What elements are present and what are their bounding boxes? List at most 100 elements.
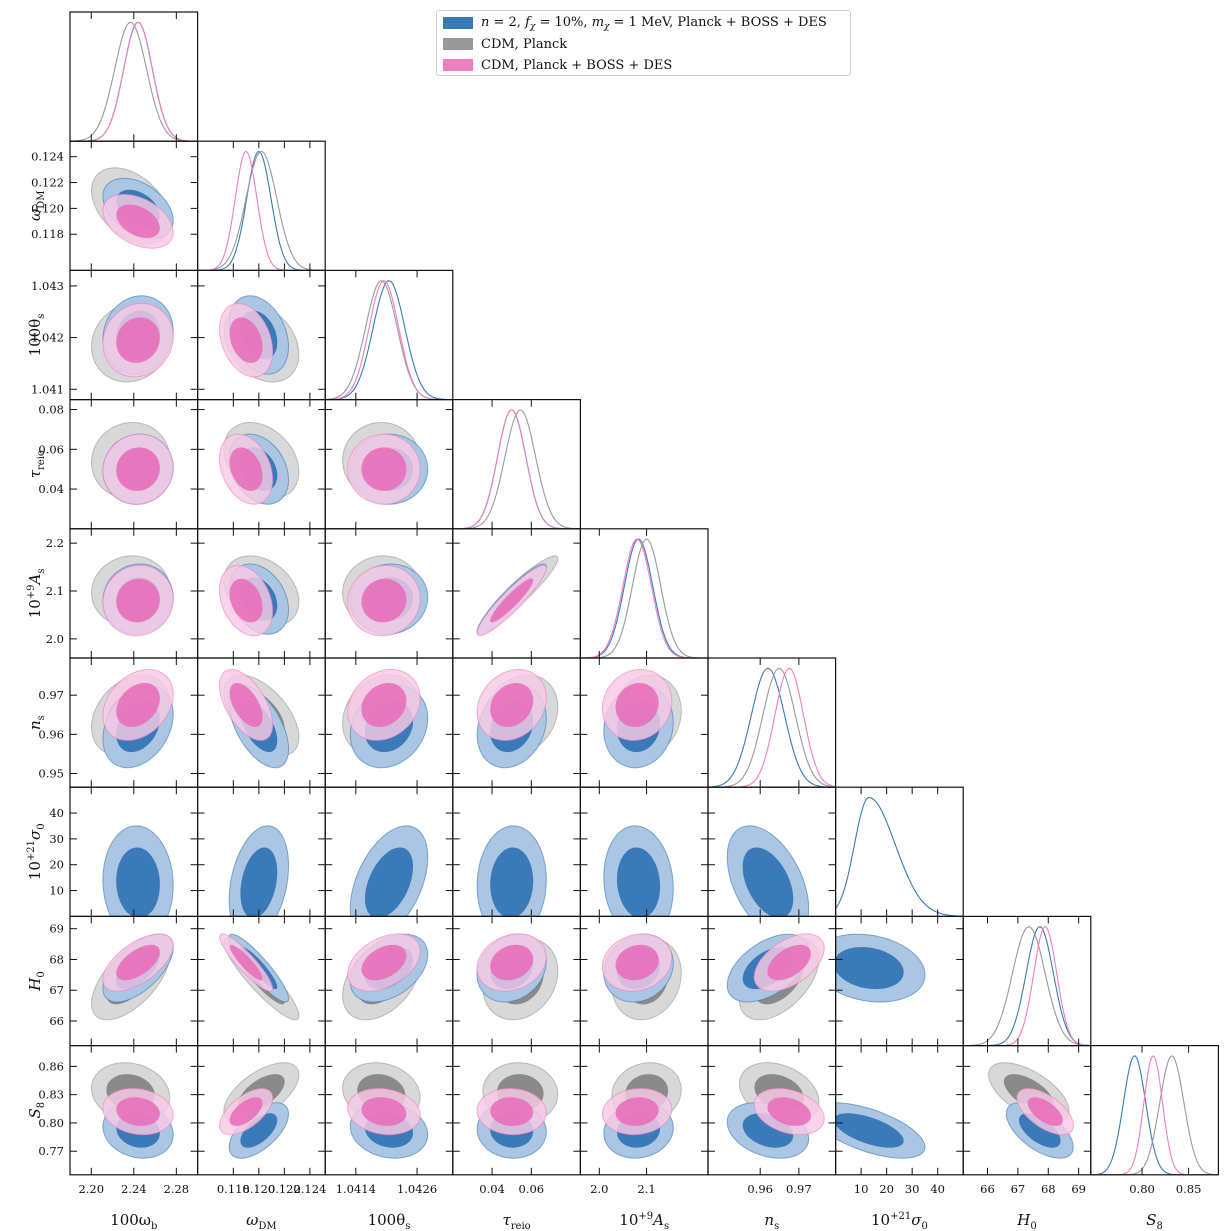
marginal-curve-1 [452, 409, 581, 530]
contour-layer [70, 21, 1219, 1176]
y-tick-label: 68 [49, 952, 64, 966]
legend-swatch-cdm-planck-boss-des [443, 59, 473, 71]
x-axis-label-H0: H0 [1016, 1211, 1036, 1231]
legend-label-cdm-planck: CDM, Planck [481, 36, 568, 52]
x-tick-label: 69 [1071, 1182, 1086, 1196]
marginal-tau_reio [452, 409, 581, 530]
marginal-n_s [708, 667, 836, 788]
y-tick-label: 0.83 [38, 1088, 64, 1102]
contour-cell-S8-vs-omega_b [90, 1062, 174, 1159]
contour-68-2 [229, 447, 263, 491]
y-tick-label: 20 [49, 858, 64, 872]
contour-68-0 [240, 847, 278, 917]
marginal-curve-2 [325, 280, 453, 401]
y-axis-label-S8: S8 [26, 1102, 47, 1119]
contour-68-2 [615, 944, 659, 981]
legend-label-sidm: n = 2, fχ = 10%, mχ = 1 MeV, Planck + BO… [481, 14, 827, 32]
contour-cell-n_s-vs-omega_dm [218, 669, 300, 769]
y-tick-label: 0.77 [38, 1144, 64, 1158]
contour-68-0 [240, 1113, 278, 1148]
marginal-A_s [580, 538, 708, 659]
x-tick-label: 68 [1041, 1182, 1056, 1196]
contour-68-2 [229, 317, 263, 363]
contour-cell-sigma_0-vs-theta_s [349, 825, 429, 917]
y-tick-label: 0.120 [31, 201, 64, 215]
contour-cell-n_s-vs-theta_s [342, 669, 429, 769]
x-tick-label: 40 [930, 1182, 945, 1196]
labels-layer: 2.20 2.24 2.28100ωb0.1180.1200.1220.124ωDM… [26, 150, 1201, 1231]
contour-68-2 [361, 1097, 407, 1126]
y-tick-label: 0.124 [31, 150, 64, 164]
x-tick-label: 10 [854, 1182, 869, 1196]
contour-68-2 [229, 944, 263, 981]
y-tick-label: 1.043 [31, 279, 64, 293]
x-tick-label: 66 [980, 1182, 995, 1196]
marginal-curve-2 [1090, 1055, 1219, 1176]
contour-68-2 [361, 578, 407, 623]
contour-68-0 [835, 947, 904, 990]
contour-68-0 [116, 847, 160, 917]
y-tick-label: 0.86 [38, 1059, 64, 1073]
y-tick-label: 0.96 [38, 727, 64, 741]
contour-cell-S8-vs-theta_s [342, 1062, 429, 1159]
contour-cell-S8-vs-sigma_0 [835, 1102, 926, 1159]
y-axis-label-A_s: 10+9As [26, 568, 47, 618]
contour-cell-omega_dm-vs-omega_b [90, 167, 174, 249]
x-tick-label: 1.0426 [397, 1182, 437, 1196]
contour-cell-sigma_0-vs-n_s [726, 825, 810, 917]
contour-cell-tau_reio-vs-omega_dm [218, 421, 300, 505]
x-axis-label-S8: S8 [1146, 1211, 1163, 1231]
legend-entry-sidm: n = 2, fχ = 10%, mχ = 1 MeV, Planck + BO… [443, 14, 827, 32]
marginal-theta_s [325, 280, 453, 401]
marginal-curve-2 [452, 409, 581, 530]
panel-frame [197, 140, 326, 271]
marginal-curve-0 [835, 796, 964, 917]
y-tick-label: 0.06 [38, 442, 64, 456]
legend-entry-cdm-planck: CDM, Planck [443, 35, 567, 53]
marginal-omega_b [70, 21, 198, 142]
panel-frame [962, 915, 1092, 1047]
panel-frame [1090, 1044, 1220, 1176]
x-tick-label: 0.120 [242, 1182, 275, 1196]
x-tick-label: 67 [1011, 1182, 1026, 1196]
contour-68-2 [229, 578, 263, 623]
contour-cell-n_s-vs-A_s [601, 668, 682, 769]
y-tick-label: 69 [49, 922, 64, 936]
y-axis-label-omega_dm: ωDM [26, 191, 47, 222]
y-tick-label: 0.80 [38, 1116, 64, 1130]
panel-frame [69, 11, 199, 142]
x-tick-label: 0.124 [293, 1182, 326, 1196]
x-tick-label: 0.118 [217, 1182, 250, 1196]
marginal-curve-1 [70, 21, 198, 142]
contour-68-0 [490, 847, 534, 917]
legend: n = 2, fχ = 10%, mχ = 1 MeV, Planck + BO… [436, 10, 851, 76]
y-tick-label: 40 [49, 806, 64, 820]
contour-cell-H0-vs-n_s [726, 933, 825, 1021]
x-axis-label-omega_dm: ωDM [246, 1211, 277, 1231]
y-tick-label: 2.2 [46, 536, 64, 550]
x-axis-label-tau_reio: τreio [502, 1211, 530, 1231]
y-axis-label-theta_s: 100θs [26, 314, 47, 357]
x-tick-label: 1.0414 [336, 1182, 376, 1196]
marginal-curve-2 [580, 538, 708, 659]
contour-cell-H0-vs-sigma_0 [835, 933, 926, 1003]
legend-label-cdm-planck-boss-des: CDM, Planck + BOSS + DES [481, 57, 673, 73]
contour-68-2 [490, 1097, 534, 1126]
y-tick-label: 1.042 [31, 331, 64, 345]
y-tick-label: 67 [49, 983, 64, 997]
contour-68-2 [116, 1097, 160, 1126]
contour-cell-H0-vs-theta_s [342, 933, 429, 1021]
contour-68-0 [617, 847, 661, 917]
y-axis-label-H0: H0 [26, 971, 47, 991]
marginal-H0 [963, 926, 1091, 1047]
contour-cell-S8-vs-A_s [601, 1062, 682, 1159]
contour-cell-theta_s-vs-omega_b [90, 295, 174, 383]
contour-cell-H0-vs-omega_dm [218, 933, 300, 1021]
panel-frame [324, 269, 454, 401]
contour-cell-n_s-vs-tau_reio [476, 668, 559, 769]
contour-68-2 [116, 944, 160, 981]
y-tick-label: 0.118 [31, 227, 64, 241]
y-tick-label: 30 [49, 832, 64, 846]
x-tick-label: 0.85 [1176, 1182, 1202, 1196]
x-tick-label: 0.80 [1129, 1182, 1155, 1196]
